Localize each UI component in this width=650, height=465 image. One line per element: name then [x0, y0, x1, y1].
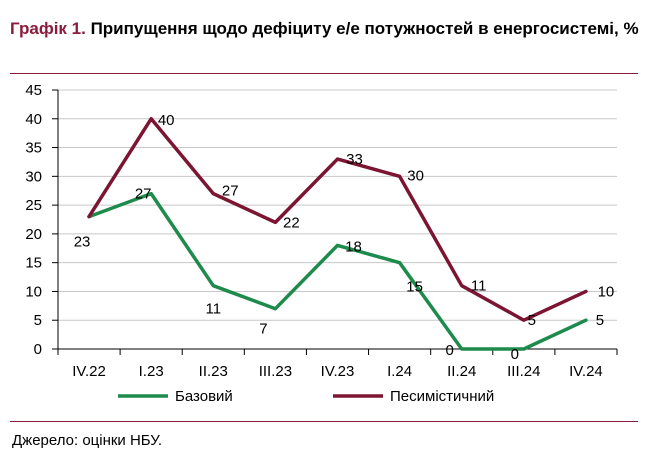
- data-label-base: 5: [596, 312, 604, 329]
- y-tick-label: 15: [25, 255, 42, 272]
- y-tick-label: 20: [25, 226, 42, 243]
- data-label-base: 18: [345, 238, 362, 255]
- x-tick-label: IV.22: [72, 363, 106, 380]
- data-label-pessimistic: 30: [407, 167, 424, 184]
- x-tick-label: II.24: [447, 363, 476, 380]
- chart-title: Графік 1. Припущення щодо дефіциту е/е п…: [10, 18, 640, 40]
- chart-title-prefix: Графік 1.: [10, 19, 86, 38]
- data-label-pessimistic: 33: [346, 151, 363, 168]
- y-tick-label: 25: [25, 197, 42, 214]
- legend-label-base: Базовий: [175, 388, 233, 405]
- y-tick-label: 30: [25, 168, 42, 185]
- x-tick-label: IV.23: [321, 363, 355, 380]
- data-label-base: 0: [446, 342, 454, 359]
- y-tick-label: 35: [25, 140, 42, 157]
- source-divider: [10, 421, 638, 422]
- y-tick-label: 10: [25, 283, 42, 300]
- data-label-base: 15: [406, 279, 423, 296]
- chart-title-text: Припущення щодо дефіциту е/е потужностей…: [90, 19, 639, 38]
- x-tick-label: I.23: [139, 363, 164, 380]
- data-label-base: 0: [511, 346, 519, 363]
- y-tick-label: 5: [34, 312, 42, 329]
- data-label-base: 7: [259, 321, 267, 338]
- source-note: Джерело: оцінки НБУ.: [12, 432, 163, 449]
- data-label-base: 23: [74, 234, 91, 251]
- data-label-pessimistic: 22: [283, 214, 300, 231]
- series-line-base: [87, 191, 588, 351]
- title-divider: [10, 73, 638, 74]
- data-label-pessimistic: 40: [158, 112, 175, 129]
- data-label-base: 27: [135, 186, 152, 203]
- x-tick-label: II.23: [199, 363, 228, 380]
- legend-label-pessimistic: Песимістичний: [390, 388, 494, 405]
- x-tick-label: IV.24: [569, 363, 603, 380]
- data-label-pessimistic: 10: [598, 283, 615, 300]
- data-label-base: 11: [205, 301, 221, 318]
- y-tick-label: 40: [25, 111, 42, 128]
- x-tick-label: III.23: [259, 363, 292, 380]
- series-line-pessimistic: [87, 117, 588, 322]
- data-label-pessimistic: 11: [471, 278, 487, 295]
- data-label-pessimistic: 5: [528, 312, 536, 329]
- y-tick-label: 0: [34, 341, 42, 358]
- x-tick-label: I.24: [387, 363, 412, 380]
- x-tick-label: III.24: [507, 363, 540, 380]
- data-label-pessimistic: 27: [222, 183, 239, 200]
- y-tick-label: 45: [25, 82, 42, 99]
